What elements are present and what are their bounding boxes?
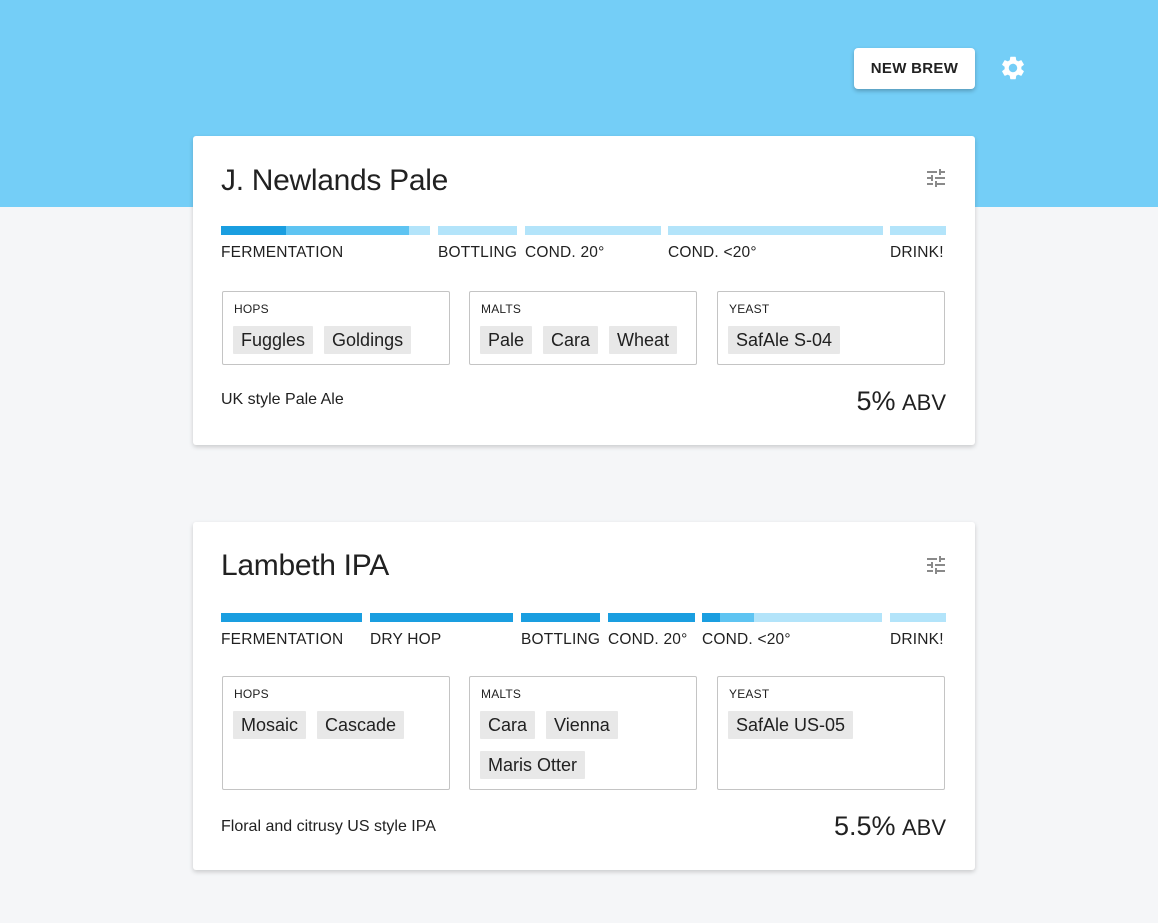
stage-drink[interactable]: DRINK!: [890, 613, 946, 653]
stage-progress: FERMENTATION DRY HOP BOTTLING COND. 20° …: [221, 613, 946, 653]
stage-label: BOTTLING: [521, 631, 601, 648]
stage-bar: [890, 613, 946, 622]
yeast-chip[interactable]: SafAle S-04: [728, 326, 841, 354]
tune-icon[interactable]: [924, 166, 948, 190]
yeast-box: YEAST SafAle S-04: [717, 291, 945, 365]
brew-description: UK style Pale Ale: [221, 391, 344, 408]
stage-bar: [221, 226, 430, 235]
stage-cond-20[interactable]: COND. 20°: [525, 226, 661, 266]
stage-bar: [890, 226, 946, 235]
stage-cond-below-20[interactable]: COND. <20°: [668, 226, 883, 266]
stage-fill: [702, 613, 720, 622]
malt-chip[interactable]: Cara: [543, 326, 599, 354]
stage-bar: [608, 613, 695, 622]
malts-label: MALTS: [481, 687, 522, 701]
stage-label: COND. <20°: [702, 631, 791, 648]
malts-chips: Pale Cara Wheat: [480, 326, 690, 366]
malt-chip[interactable]: Maris Otter: [480, 751, 586, 779]
hops-label: HOPS: [234, 302, 269, 316]
abv-display: 5% ABV: [856, 386, 946, 417]
stage-label: DRY HOP: [370, 631, 442, 648]
brew-card: Lambeth IPA FERMENTATION DRY HOP BOTTLIN…: [193, 522, 975, 870]
stage-label: COND. <20°: [668, 244, 757, 261]
stage-label: COND. 20°: [525, 244, 605, 261]
hop-chip[interactable]: Fuggles: [233, 326, 314, 354]
stage-fermentation[interactable]: FERMENTATION: [221, 226, 430, 266]
new-brew-button[interactable]: NEW BREW: [854, 48, 975, 89]
stage-label: FERMENTATION: [221, 631, 344, 648]
malts-box: MALTS Pale Cara Wheat: [469, 291, 697, 365]
stage-bar: [221, 613, 362, 622]
malts-label: MALTS: [481, 302, 522, 316]
abv-unit: ABV: [901, 815, 946, 840]
stage-fill: [221, 226, 410, 235]
stage-label: BOTTLING: [438, 244, 518, 261]
hop-chip[interactable]: Cascade: [317, 711, 405, 739]
brew-title: J. Newlands Pale: [221, 164, 448, 197]
stage-bar: [370, 613, 513, 622]
yeast-chip[interactable]: SafAle US-05: [728, 711, 854, 739]
malt-chip[interactable]: Vienna: [546, 711, 618, 739]
abv-unit: ABV: [901, 390, 946, 415]
stage-fill: [221, 613, 362, 622]
stage-fill: [608, 613, 695, 622]
stage-label: DRINK!: [890, 244, 944, 261]
stage-progress: FERMENTATION BOTTLING COND. 20° COND. <2…: [221, 226, 946, 266]
stage-fill: [702, 613, 755, 622]
stage-bar: [668, 226, 883, 235]
hops-chips: Mosaic Cascade: [233, 711, 443, 751]
stage-bar: [438, 226, 517, 235]
stage-bar: [521, 613, 600, 622]
hop-chip[interactable]: Goldings: [324, 326, 412, 354]
tune-icon[interactable]: [924, 553, 948, 577]
yeast-chips: SafAle S-04: [728, 326, 938, 366]
abv-value: 5%: [856, 386, 896, 416]
malt-chip[interactable]: Pale: [480, 326, 533, 354]
stage-cond-below-20[interactable]: COND. <20°: [702, 613, 882, 653]
yeast-chips: SafAle US-05: [728, 711, 938, 751]
abv-display: 5.5% ABV: [834, 811, 946, 842]
stage-fermentation[interactable]: FERMENTATION: [221, 613, 362, 653]
gear-icon[interactable]: [999, 54, 1027, 82]
malt-chip[interactable]: Cara: [480, 711, 536, 739]
yeast-label: YEAST: [729, 687, 770, 701]
brew-title: Lambeth IPA: [221, 549, 389, 582]
hops-box: HOPS Mosaic Cascade: [222, 676, 450, 790]
stage-bar: [525, 226, 661, 235]
abv-value: 5.5%: [833, 811, 896, 841]
stage-dry-hop[interactable]: DRY HOP: [370, 613, 513, 653]
stage-label: FERMENTATION: [221, 244, 344, 261]
stage-bottling[interactable]: BOTTLING: [521, 613, 600, 653]
stage-cond-20[interactable]: COND. 20°: [608, 613, 695, 653]
stage-label: COND. 20°: [608, 631, 688, 648]
stage-fill: [370, 613, 513, 622]
hops-box: HOPS Fuggles Goldings: [222, 291, 450, 365]
yeast-label: YEAST: [729, 302, 770, 316]
malts-box: MALTS Cara Vienna Maris Otter: [469, 676, 697, 790]
hop-chip[interactable]: Mosaic: [233, 711, 307, 739]
brew-card: J. Newlands Pale FERMENTATION BOTTLING C…: [193, 136, 975, 445]
stage-bar: [702, 613, 882, 622]
stage-label: DRINK!: [890, 631, 944, 648]
stage-drink[interactable]: DRINK!: [890, 226, 946, 266]
stage-bottling[interactable]: BOTTLING: [438, 226, 517, 266]
hops-chips: Fuggles Goldings: [233, 326, 443, 366]
brew-description: Floral and citrusy US style IPA: [221, 818, 436, 835]
malts-chips: Cara Vienna Maris Otter: [480, 711, 690, 791]
stage-fill: [521, 613, 600, 622]
malt-chip[interactable]: Wheat: [609, 326, 678, 354]
stage-fill: [221, 226, 286, 235]
yeast-box: YEAST SafAle US-05: [717, 676, 945, 790]
hops-label: HOPS: [234, 687, 269, 701]
